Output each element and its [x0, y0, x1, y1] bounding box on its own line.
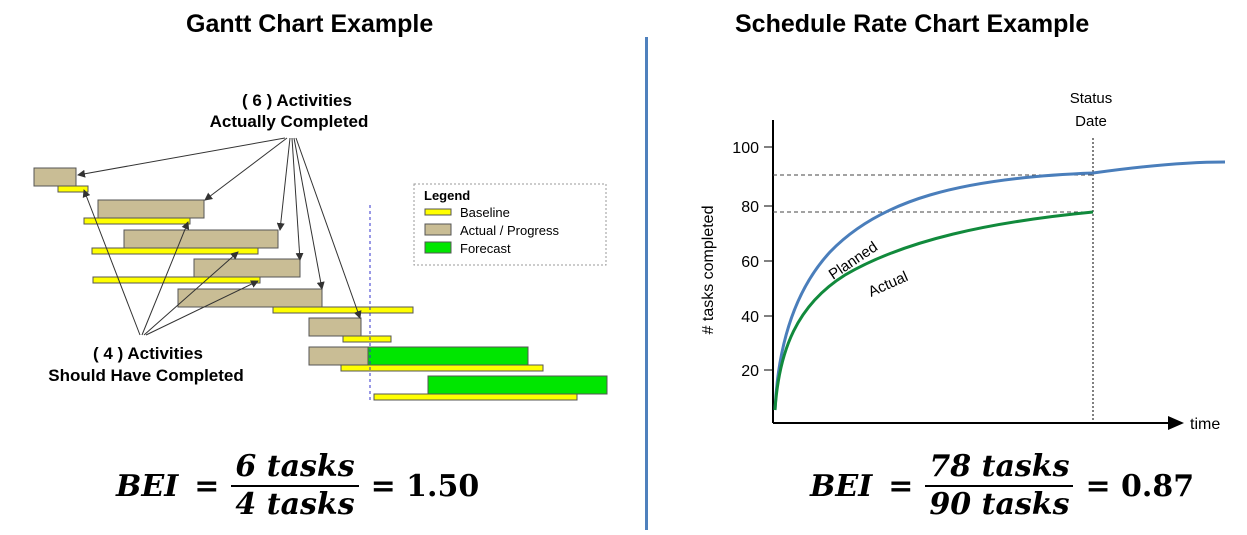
series-actual-label: Actual — [866, 268, 911, 300]
gantt-bars — [33, 167, 608, 401]
y-tick-label: 40 — [741, 309, 759, 326]
forecast-bar — [427, 375, 608, 395]
formula-fraction: 6 tasks 4 tasks — [231, 449, 359, 523]
bottom-annotation-arrows — [82, 189, 259, 336]
legend-item-forecast: Forecast — [460, 241, 511, 256]
legend-item-actual: Actual / Progress — [460, 223, 559, 238]
legend-swatch-baseline — [424, 208, 452, 216]
y-axis-label: # tasks completed — [700, 206, 717, 335]
left-bei-formula: BEI = 6 tasks 4 tasks = 1.50 — [116, 449, 479, 523]
baseline-bar — [373, 393, 578, 401]
gantt-legend: Legend Baseline Actual / Progress Foreca… — [413, 183, 607, 266]
formula-denominator: 4 tasks — [235, 487, 355, 522]
actual-bar — [123, 229, 279, 249]
right-bei-formula: BEI = 78 tasks 90 tasks = 0.87 — [810, 449, 1194, 523]
actual-bar — [97, 199, 205, 219]
legend-item-baseline: Baseline — [460, 205, 510, 220]
y-tick-label: 20 — [741, 363, 759, 380]
legend-title: Legend — [424, 188, 470, 203]
status-date-label-line2: Date — [1075, 113, 1107, 130]
formula-equals: = — [194, 468, 220, 504]
gantt-chart-title: Gantt Chart Example — [186, 10, 434, 38]
forecast-bar — [367, 346, 529, 366]
series-actual-line — [773, 210, 1094, 411]
bottom-annotation-line1: ( 4 ) Activities — [93, 344, 203, 363]
actual-bar — [308, 317, 362, 337]
formula-lhs: BEI — [116, 468, 179, 504]
y-tick-label: 60 — [741, 254, 759, 271]
schedule-rate-chart-title: Schedule Rate Chart Example — [735, 10, 1090, 38]
formula-result: = 1.50 — [370, 468, 480, 504]
actual-bar — [33, 167, 77, 187]
x-axis-label: time — [1190, 416, 1220, 433]
baseline-bar — [272, 306, 414, 314]
y-ticks: 20 40 60 80 100 — [732, 140, 773, 380]
top-annotation-line1: ( 6 ) Activities — [242, 91, 352, 110]
formula-equals: = — [888, 468, 914, 504]
formula-lhs: BEI — [810, 468, 873, 504]
formula-numerator: 6 tasks — [235, 449, 355, 484]
legend-swatch-forecast — [424, 241, 452, 254]
formula-denominator: 90 tasks — [929, 487, 1070, 522]
y-tick-label: 100 — [732, 140, 759, 157]
y-tick-label: 80 — [741, 199, 759, 216]
baseline-bar — [57, 185, 89, 193]
baseline-bar — [92, 276, 261, 284]
baseline-bar — [340, 364, 544, 372]
actual-bar — [193, 258, 301, 278]
top-annotation-line2: Actually Completed — [210, 112, 369, 131]
panel-divider — [645, 37, 648, 530]
series-planned-line — [773, 160, 1226, 411]
schedule-rate-chart: time # tasks completed 20 40 60 80 100 S… — [700, 90, 1226, 433]
legend-swatch-actual — [424, 223, 452, 236]
baseline-bar — [342, 335, 392, 343]
actual-bar — [177, 288, 323, 308]
formula-numerator: 78 tasks — [929, 449, 1070, 484]
fraction-bar — [925, 485, 1074, 487]
gantt-chart: ( 6 ) Activities Actually Completed — [33, 91, 608, 401]
actual-bar — [308, 346, 369, 366]
top-annotation-arrows — [77, 137, 362, 319]
formula-fraction: 78 tasks 90 tasks — [925, 449, 1074, 523]
bottom-annotation-line2: Should Have Completed — [48, 366, 244, 385]
status-date-label-line1: Status — [1070, 90, 1113, 107]
x-axis-arrowhead — [1168, 416, 1184, 430]
formula-result: = 0.87 — [1085, 468, 1195, 504]
baseline-bar — [83, 217, 191, 225]
fraction-bar — [231, 485, 359, 487]
